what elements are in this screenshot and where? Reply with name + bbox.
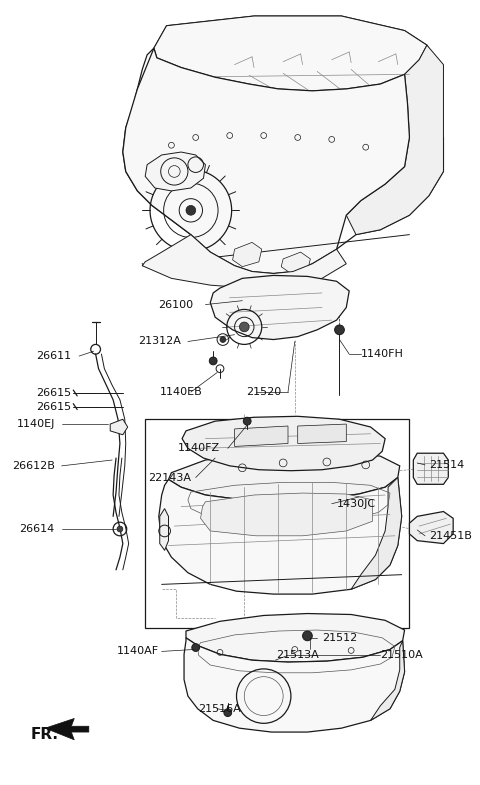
Text: 26614: 26614 [20,524,55,534]
Polygon shape [235,426,288,447]
Polygon shape [210,276,349,340]
Text: 21312A: 21312A [138,337,181,346]
Circle shape [224,709,232,717]
Text: 21512: 21512 [322,633,357,643]
Text: 21451B: 21451B [429,531,472,541]
Text: 26615: 26615 [36,402,72,411]
Text: 21513A: 21513A [276,650,319,660]
Circle shape [302,631,312,641]
Polygon shape [413,453,448,484]
Polygon shape [186,614,405,662]
Circle shape [220,337,226,342]
Text: 1140AF: 1140AF [117,646,159,656]
Polygon shape [154,16,427,91]
Polygon shape [351,477,402,590]
Polygon shape [409,512,453,543]
Polygon shape [298,424,346,444]
Text: 26611: 26611 [36,351,72,361]
Text: 1140EJ: 1140EJ [16,419,55,429]
Circle shape [243,418,251,425]
Bar [145,419,409,628]
Polygon shape [182,416,385,471]
Text: 21516A: 21516A [199,703,241,714]
Polygon shape [110,419,128,435]
Polygon shape [201,493,372,536]
Text: 1140FH: 1140FH [361,349,404,359]
Text: 1430JC: 1430JC [336,498,376,509]
Polygon shape [123,16,444,273]
Text: 1140EB: 1140EB [160,387,203,397]
Text: 26615: 26615 [36,388,72,398]
Circle shape [240,322,249,332]
Polygon shape [281,252,311,273]
Text: 26100: 26100 [157,300,193,309]
Polygon shape [346,46,444,235]
Text: 21520: 21520 [246,387,281,397]
Text: 21510A: 21510A [380,650,423,660]
Polygon shape [45,718,89,739]
Polygon shape [142,235,346,288]
Polygon shape [123,48,409,273]
Circle shape [186,206,196,215]
Polygon shape [233,243,262,267]
Polygon shape [184,638,405,732]
Polygon shape [168,451,400,501]
Text: 21514: 21514 [429,460,464,470]
Text: 1140FZ: 1140FZ [178,444,220,454]
Text: 26612B: 26612B [12,461,55,471]
Polygon shape [159,477,402,594]
Polygon shape [371,641,405,721]
Text: FR.: FR. [31,728,59,743]
Circle shape [192,644,200,652]
Polygon shape [160,509,168,550]
Circle shape [117,526,123,532]
Text: 22143A: 22143A [148,473,191,483]
Polygon shape [145,152,205,191]
Circle shape [335,325,344,334]
Circle shape [209,357,217,365]
